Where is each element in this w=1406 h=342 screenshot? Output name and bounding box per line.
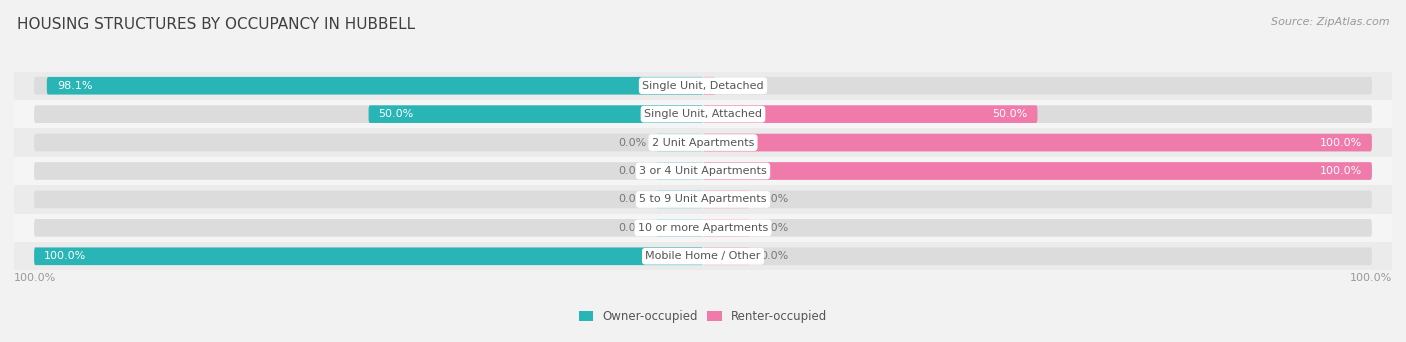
Text: 100.0%: 100.0% [1350, 274, 1392, 284]
FancyBboxPatch shape [14, 214, 1392, 242]
Text: 0.0%: 0.0% [617, 166, 647, 176]
FancyBboxPatch shape [14, 242, 1392, 271]
Text: 0.0%: 0.0% [617, 194, 647, 205]
FancyBboxPatch shape [14, 157, 1392, 185]
FancyBboxPatch shape [34, 77, 1372, 94]
FancyBboxPatch shape [34, 162, 1372, 180]
Text: Single Unit, Attached: Single Unit, Attached [644, 109, 762, 119]
Text: 0.0%: 0.0% [759, 251, 789, 261]
Text: 10 or more Apartments: 10 or more Apartments [638, 223, 768, 233]
Text: 98.1%: 98.1% [56, 81, 93, 91]
Text: 100.0%: 100.0% [1320, 166, 1362, 176]
FancyBboxPatch shape [657, 190, 703, 208]
Text: Mobile Home / Other: Mobile Home / Other [645, 251, 761, 261]
FancyBboxPatch shape [657, 219, 703, 237]
FancyBboxPatch shape [703, 219, 749, 237]
Text: 100.0%: 100.0% [44, 251, 86, 261]
FancyBboxPatch shape [703, 162, 1372, 180]
FancyBboxPatch shape [657, 162, 703, 180]
Text: Source: ZipAtlas.com: Source: ZipAtlas.com [1271, 17, 1389, 27]
FancyBboxPatch shape [368, 105, 703, 123]
FancyBboxPatch shape [14, 100, 1392, 128]
FancyBboxPatch shape [46, 77, 703, 94]
Text: 100.0%: 100.0% [1320, 137, 1362, 148]
Text: 0.0%: 0.0% [617, 137, 647, 148]
FancyBboxPatch shape [14, 185, 1392, 214]
Text: 0.0%: 0.0% [759, 194, 789, 205]
Text: 50.0%: 50.0% [378, 109, 413, 119]
Text: 0.0%: 0.0% [759, 223, 789, 233]
Text: 50.0%: 50.0% [993, 109, 1028, 119]
Text: 0.0%: 0.0% [617, 223, 647, 233]
Text: 100.0%: 100.0% [14, 274, 56, 284]
FancyBboxPatch shape [703, 134, 1372, 152]
FancyBboxPatch shape [14, 71, 1392, 100]
FancyBboxPatch shape [34, 134, 1372, 152]
Text: 5 to 9 Unit Apartments: 5 to 9 Unit Apartments [640, 194, 766, 205]
FancyBboxPatch shape [703, 77, 716, 94]
Text: 2 Unit Apartments: 2 Unit Apartments [652, 137, 754, 148]
Text: 1.9%: 1.9% [678, 81, 706, 91]
Legend: Owner-occupied, Renter-occupied: Owner-occupied, Renter-occupied [579, 310, 827, 323]
FancyBboxPatch shape [34, 190, 1372, 208]
FancyBboxPatch shape [34, 248, 1372, 265]
FancyBboxPatch shape [34, 105, 1372, 123]
Text: Single Unit, Detached: Single Unit, Detached [643, 81, 763, 91]
FancyBboxPatch shape [34, 219, 1372, 237]
FancyBboxPatch shape [14, 128, 1392, 157]
FancyBboxPatch shape [703, 248, 749, 265]
Text: HOUSING STRUCTURES BY OCCUPANCY IN HUBBELL: HOUSING STRUCTURES BY OCCUPANCY IN HUBBE… [17, 17, 415, 32]
Text: 3 or 4 Unit Apartments: 3 or 4 Unit Apartments [640, 166, 766, 176]
FancyBboxPatch shape [703, 190, 749, 208]
FancyBboxPatch shape [34, 248, 703, 265]
FancyBboxPatch shape [703, 105, 1038, 123]
FancyBboxPatch shape [657, 134, 703, 152]
